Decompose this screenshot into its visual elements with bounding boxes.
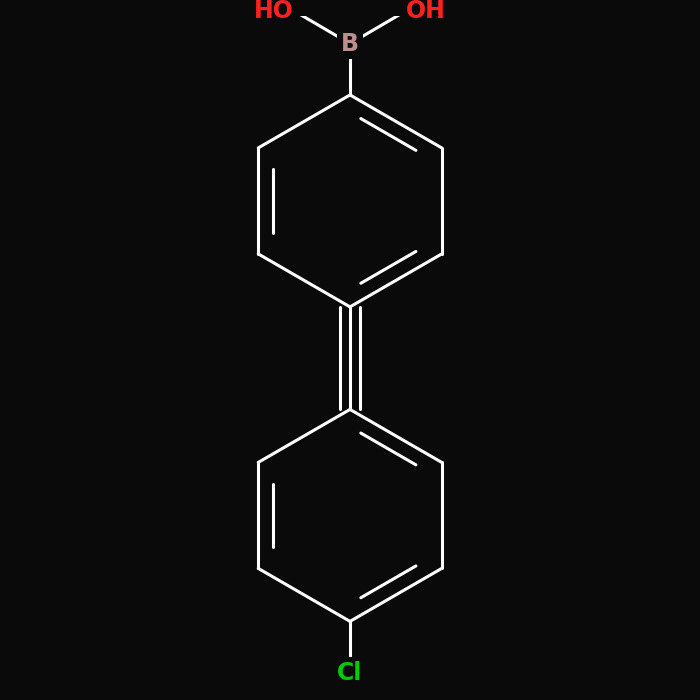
Text: OH: OH: [406, 0, 446, 23]
Text: Cl: Cl: [337, 661, 363, 685]
Text: B: B: [341, 32, 359, 56]
Text: HO: HO: [254, 0, 294, 23]
